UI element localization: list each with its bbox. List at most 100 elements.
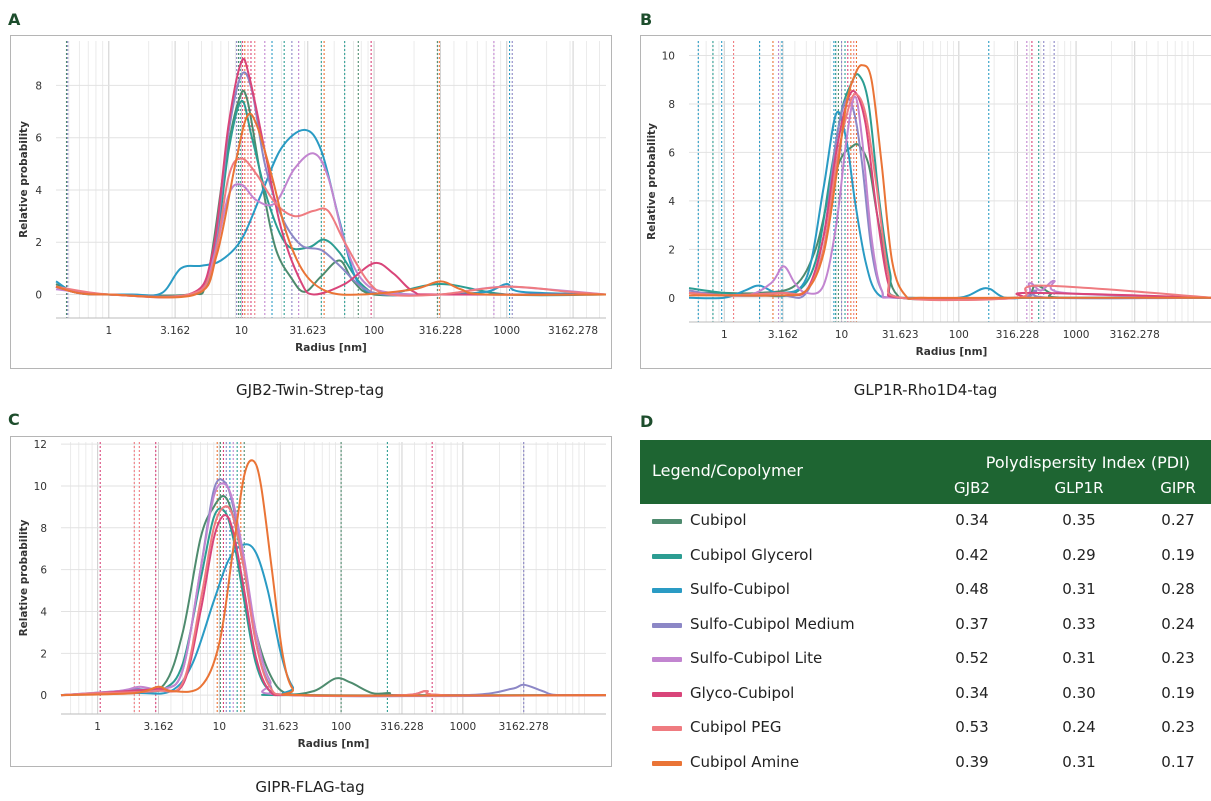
panel-letter-d: D [640, 412, 654, 431]
series-line-cubipol [60, 495, 607, 697]
chart-a-svg: 1 3.162 10 31.623 100 316.228 1000 3162.278 0 2 4 6… [18, 41, 607, 354]
minor-gridlines [68, 41, 600, 318]
pdi-value: 0.28 [1161, 580, 1195, 598]
pdi-value: 0.27 [1161, 511, 1195, 529]
series-line-glyco-cubipol [688, 89, 1211, 301]
x-tick-label: 1 [94, 721, 101, 733]
y-tick-label: 10 [662, 51, 675, 63]
pdi-value: 0.31 [1062, 649, 1096, 667]
pdi-value: 0.48 [955, 580, 989, 598]
series-line-sulfo-cubipol [55, 128, 607, 297]
y-tick-label: 4 [40, 606, 47, 618]
panel-letter-b: B [640, 10, 653, 29]
pdi-value: 0.30 [1062, 683, 1096, 702]
legend-swatch [652, 588, 682, 593]
pdi-value: 0.53 [955, 718, 989, 736]
series-line-cubipol [55, 89, 606, 297]
series-line-cubipol-amine [689, 64, 1211, 300]
column-header-glp1r: GLP1R [1054, 479, 1104, 497]
pdi-table-body: Cubipol 0.34 0.35 0.27 Cubipol Glycerol 0.42 0… [640, 504, 1211, 780]
x-tick-label: 10 [235, 325, 248, 337]
x-tick-label: 1 [721, 329, 728, 341]
y-tick-label: 4 [35, 185, 42, 197]
series-line-sulfo-cubipol-medium [60, 478, 607, 698]
x-tick-label: 316.228 [380, 721, 423, 733]
x-tick-label: 3162.278 [499, 721, 549, 733]
series-line-cubipol-peg [55, 157, 607, 298]
x-tick-label: 3162.278 [1110, 329, 1160, 341]
y-tick-label: 2 [668, 244, 675, 256]
y-tick-label: 8 [35, 80, 42, 92]
legend-swatch [652, 726, 682, 731]
legend-swatch [652, 553, 682, 559]
series-line-glyco-cubipol [55, 57, 607, 299]
pdi-value: 0.19 [1161, 683, 1195, 702]
pdi-value: 0.24 [1161, 614, 1195, 633]
pdi-value: 0.42 [955, 545, 989, 564]
copolymer-name: Glyco-Cubipol [690, 683, 795, 702]
table-row: Sulfo-Cubipol Medium 0.37 0.33 0.24 [640, 608, 1211, 643]
x-tick-label: 31.623 [289, 325, 326, 337]
chart-c-svg: 1 3.162 10 31.623 100 316.228 1000 3162.278 0 2 4 6… [18, 439, 607, 750]
legend-swatch [652, 657, 682, 662]
pdi-value: 0.34 [955, 511, 989, 529]
copolymer-name: Cubipol PEG [690, 718, 782, 736]
copolymer-name: Sulfo-Cubipol Medium [690, 614, 855, 633]
x-tick-label: 1000 [449, 721, 476, 733]
pdi-value: 0.29 [1062, 545, 1096, 564]
table-row: Glyco-Cubipol 0.34 0.30 0.19 [640, 677, 1211, 712]
series-line-cubipol-peg [688, 93, 1211, 302]
legend-swatch [652, 760, 682, 766]
panel-letter-c: C [8, 410, 20, 429]
panel-letter-a: A [8, 10, 21, 29]
pdi-value: 0.17 [1161, 752, 1195, 771]
y-tick-label: 2 [35, 237, 42, 249]
series-line-sulfo-cubipol-lite [60, 482, 607, 698]
table-row: Cubipol 0.34 0.35 0.27 [640, 504, 1211, 539]
pdi-legend-table: Legend/Copolymer Polydispersity Index (P… [640, 440, 1211, 780]
copolymer-name: Cubipol Amine [690, 752, 800, 771]
y-axis-label: Relative probability [646, 123, 658, 240]
series-line-sulfo-cubipol [60, 543, 607, 697]
legend-swatch [652, 691, 682, 697]
column-header-gipr: GIPR [1160, 479, 1196, 497]
legend-swatch [652, 519, 682, 524]
series-line-sulfo-cubipol-lite [688, 95, 1211, 301]
table-row: Cubipol Glycerol 0.42 0.29 0.19 [640, 539, 1211, 574]
pdi-value: 0.34 [955, 683, 989, 702]
y-tick-label: 6 [35, 133, 42, 145]
series-line-sulfo-cubipol-lite [55, 152, 607, 298]
minor-gridlines [70, 442, 585, 714]
chart-a: 1 3.162 10 31.623 100 316.228 1000 3162.278 0 2 4 6… [10, 35, 612, 369]
pdi-value: 0.31 [1062, 752, 1096, 771]
x-axis-label: Radius [nm] [298, 738, 370, 750]
copolymer-name: Sulfo-Cubipol [690, 580, 790, 598]
y-tick-label: 6 [668, 147, 675, 159]
pdi-value: 0.33 [1062, 614, 1096, 633]
pdi-value: 0.19 [1161, 545, 1195, 564]
y-tick-label: 4 [668, 196, 675, 208]
table-row: Cubipol Amine 0.39 0.31 0.17 [640, 746, 1211, 781]
x-tick-label: 1000 [1063, 329, 1090, 341]
legend-copolymer-header: Legend/Copolymer [652, 461, 803, 480]
chart-c: 1 3.162 10 31.623 100 316.228 1000 3162.278 0 2 4 6… [10, 436, 612, 767]
series-line-glyco-cubipol [60, 514, 607, 697]
y-tick-label: 8 [668, 99, 675, 111]
y-tick-label: 2 [40, 648, 47, 660]
pdi-value: 0.39 [955, 752, 989, 771]
x-axis-label: Radius [nm] [295, 342, 367, 354]
pdi-value: 0.37 [955, 614, 989, 633]
series-line-sulfo-cubipol-medium [688, 97, 1211, 300]
x-tick-label: 31.623 [882, 329, 919, 341]
column-header-gjb2: GJB2 [954, 479, 990, 497]
chart-b-svg: 1 3.162 10 31.623 100 316.228 1000 3162.278 0 2 4 6… [646, 41, 1211, 358]
copolymer-name: Cubipol Glycerol [690, 545, 813, 564]
x-tick-label: 3.162 [160, 325, 190, 337]
pdi-table-header: Legend/Copolymer Polydispersity Index (P… [640, 440, 1211, 504]
chart-b-caption: GLP1R-Rho1D4-tag [853, 381, 998, 399]
x-tick-label: 10 [835, 329, 848, 341]
x-tick-label: 316.228 [996, 329, 1039, 341]
chart-b: 1 3.162 10 31.623 100 316.228 1000 3162.278 0 2 4 6… [640, 35, 1211, 369]
table-row: Sulfo-Cubipol Lite 0.52 0.31 0.23 [640, 642, 1211, 677]
y-axis-label: Relative probability [18, 519, 30, 636]
